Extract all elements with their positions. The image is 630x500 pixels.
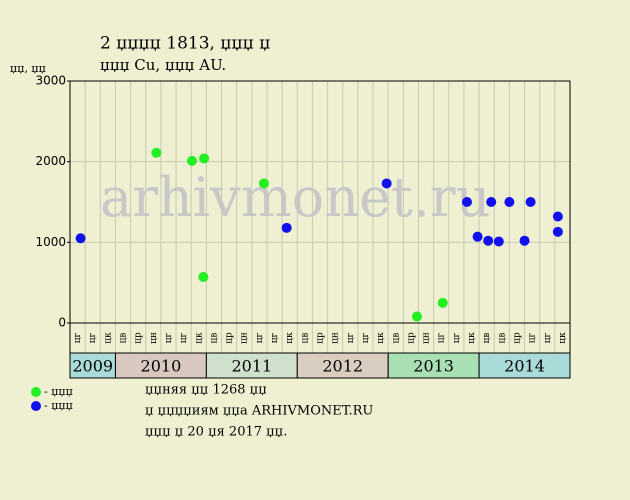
year-label: 2010 [141, 357, 182, 376]
chart-title: 2 џџџџ 1813, џџџ џ [100, 34, 270, 54]
year-label: 2011 [231, 357, 272, 376]
month-label: цк [467, 332, 477, 344]
point [381, 178, 392, 189]
point [472, 231, 483, 242]
month-label: цг [255, 332, 265, 343]
point [486, 197, 497, 207]
month-label: цв [497, 333, 507, 344]
note: џ џџџџиям џџа ARHIVMONET.RU [145, 404, 373, 419]
month-label: цк [376, 332, 386, 344]
month-label: цн [149, 332, 159, 344]
month-label: цг [270, 332, 280, 343]
y-tick-label: 3000 [35, 74, 66, 88]
month-label: цг [437, 332, 447, 343]
month-label: цг [88, 332, 98, 343]
month-label: цг [528, 332, 538, 343]
month-label: цр [225, 332, 235, 344]
point [186, 155, 197, 166]
note: џџняя џџ 1268 џџ [145, 383, 267, 398]
month-label: цв [391, 333, 401, 344]
month-label: цн [331, 332, 341, 344]
month-label: цк [103, 332, 113, 344]
legend-label: - џџџ [44, 399, 73, 412]
point [437, 297, 448, 308]
legend-marker [31, 387, 41, 397]
point [198, 272, 209, 283]
month-label: цр [316, 332, 326, 344]
point [483, 235, 494, 246]
y-tick-label: 0 [58, 316, 66, 330]
month-label: цн [240, 332, 250, 344]
month-label: цв [300, 333, 310, 344]
year-label: 2014 [504, 357, 545, 376]
month-label: цг [73, 332, 83, 343]
point [504, 197, 515, 207]
point [461, 197, 472, 207]
y-tick-label: 2000 [35, 154, 66, 168]
point [258, 178, 269, 189]
year-band [296, 352, 389, 379]
point [525, 197, 536, 207]
month-label: цк [558, 332, 568, 344]
month-label: цк [194, 332, 204, 344]
legend-label: - џџџ [44, 385, 73, 398]
point [552, 226, 563, 237]
month-label: цв [119, 333, 129, 344]
watermark: arhivmonet.ru [100, 166, 490, 229]
month-label: цв [209, 333, 219, 344]
y-tick-label: 1000 [35, 235, 66, 249]
month-label: цр [134, 332, 144, 344]
point [552, 211, 563, 222]
point [75, 233, 86, 244]
year-label: 2013 [413, 357, 454, 376]
month-label: цг [164, 332, 174, 343]
month-label: цг [452, 332, 462, 343]
month-label: цг [543, 332, 553, 343]
point [519, 235, 530, 246]
point [281, 222, 292, 233]
year-band [478, 352, 571, 379]
point [493, 236, 504, 247]
month-label: цр [512, 332, 522, 344]
point [411, 311, 422, 322]
month-label: цг [346, 332, 356, 343]
year-label: 2009 [72, 357, 113, 376]
month-label: цр [406, 332, 416, 344]
month-label: цг [179, 332, 189, 343]
y-axis-label: џџ, џџ [10, 62, 46, 75]
point [199, 153, 210, 164]
month-label: цк [285, 332, 295, 344]
month-label: цг [361, 332, 371, 343]
year-label: 2012 [322, 357, 363, 376]
month-label: цв [482, 333, 492, 344]
note: џџџ џ 20 џя 2017 џџ. [145, 425, 287, 440]
year-band [114, 352, 207, 379]
month-label: цн [422, 332, 432, 344]
chart-subtitle: џџџ Cu, џџџ AU. [100, 56, 226, 74]
point [151, 147, 162, 158]
legend-marker [31, 401, 41, 411]
